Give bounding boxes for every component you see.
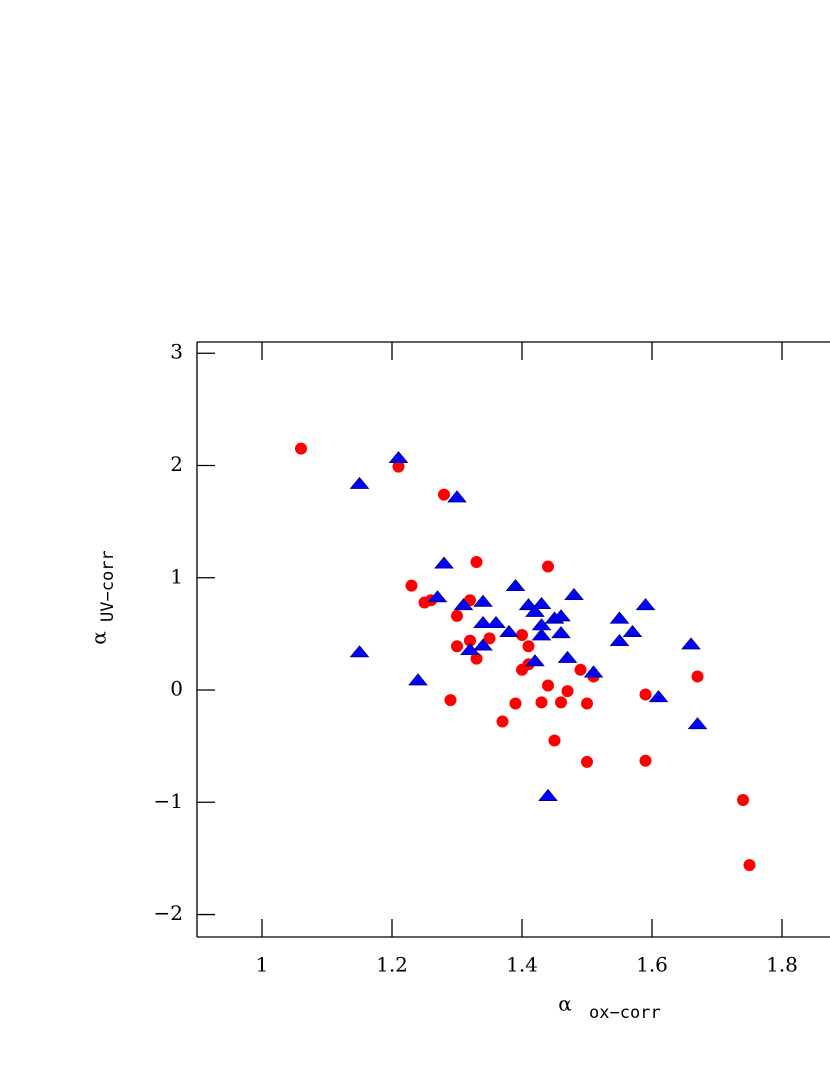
circle-point bbox=[548, 734, 561, 747]
circle-point bbox=[581, 697, 593, 710]
circle-point bbox=[555, 696, 567, 709]
triangle-point bbox=[434, 556, 454, 569]
circle-point bbox=[542, 560, 554, 573]
circle-point bbox=[561, 685, 574, 698]
triangle-point bbox=[609, 611, 630, 624]
triangle-point bbox=[609, 633, 630, 647]
circle-point bbox=[405, 579, 418, 592]
circle-point bbox=[639, 688, 652, 701]
circle-point bbox=[496, 715, 509, 728]
triangle-point bbox=[557, 650, 578, 663]
triangle-point bbox=[499, 625, 519, 638]
circle-point bbox=[295, 442, 307, 455]
triangle-point bbox=[486, 616, 506, 629]
y-axis-label-group: α UV−corr bbox=[87, 550, 119, 644]
circle-point bbox=[451, 640, 463, 653]
y-tick-label: 3 bbox=[170, 340, 183, 364]
triangle-point bbox=[447, 490, 467, 503]
triangle-point bbox=[473, 616, 493, 629]
y-tick-label: −1 bbox=[154, 789, 183, 813]
triangle-point bbox=[473, 638, 493, 651]
circle-point bbox=[470, 556, 483, 569]
triangle-point bbox=[531, 628, 552, 641]
triangle-point bbox=[349, 476, 370, 489]
triangle-point bbox=[427, 590, 448, 603]
circle-point bbox=[470, 652, 483, 665]
circle-point bbox=[483, 632, 496, 645]
x-tick-label: 1.6 bbox=[636, 953, 668, 977]
y-axis-label: α bbox=[87, 631, 111, 645]
triangle-point bbox=[349, 645, 370, 658]
circle-point bbox=[639, 754, 652, 767]
circle-point bbox=[743, 859, 756, 872]
circle-point bbox=[574, 663, 587, 676]
triangle-point bbox=[525, 654, 545, 667]
triangle-point bbox=[551, 609, 571, 622]
triangle-point bbox=[473, 594, 493, 607]
y-tick-label: 2 bbox=[170, 452, 183, 476]
circle-point bbox=[535, 696, 548, 709]
circle-point bbox=[444, 694, 457, 707]
circle-point bbox=[451, 609, 463, 622]
y-tick-label: 1 bbox=[170, 564, 183, 588]
triangle-point bbox=[453, 598, 474, 611]
triangle-point bbox=[687, 717, 708, 730]
triangle-point bbox=[583, 665, 604, 678]
circle-point bbox=[464, 634, 476, 647]
circle-point bbox=[392, 460, 405, 473]
triangle-point bbox=[622, 625, 643, 638]
y-tick-label: 0 bbox=[170, 677, 183, 701]
circle-point bbox=[438, 488, 450, 501]
x-axis-label: α bbox=[558, 992, 572, 1016]
triangle-point bbox=[635, 598, 656, 611]
circle-point bbox=[581, 755, 593, 768]
triangle-point bbox=[518, 598, 539, 611]
triangle-point bbox=[505, 578, 526, 592]
circle-point bbox=[516, 629, 528, 642]
triangle-point bbox=[408, 673, 428, 686]
triangle-point bbox=[551, 626, 571, 639]
circle-point bbox=[522, 640, 535, 653]
y-tick-label: −2 bbox=[154, 901, 183, 925]
triangle-point bbox=[564, 587, 584, 600]
x-tick-label: 1.8 bbox=[766, 953, 798, 977]
circle-point bbox=[737, 794, 749, 807]
triangle-point bbox=[681, 637, 701, 650]
triangle-point bbox=[388, 451, 409, 464]
circle-point bbox=[691, 670, 704, 683]
triangle-point bbox=[525, 604, 545, 617]
x-tick-label: 1 bbox=[256, 953, 269, 977]
x-axis-label-sub: ox−corr bbox=[589, 1003, 661, 1023]
triangle-point bbox=[648, 690, 669, 703]
x-tick-label: 1.4 bbox=[506, 953, 538, 977]
x-tick-label: 1.2 bbox=[376, 953, 408, 977]
triangle-point bbox=[531, 596, 552, 609]
triangle-point bbox=[538, 788, 558, 801]
circle-point bbox=[509, 697, 522, 710]
circle-point bbox=[542, 679, 554, 692]
y-axis-label-sub: UV−corr bbox=[98, 550, 118, 622]
